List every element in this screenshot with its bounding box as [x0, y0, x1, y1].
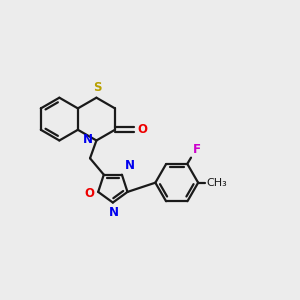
Text: N: N [108, 206, 118, 219]
Text: S: S [93, 81, 101, 94]
Text: O: O [85, 187, 94, 200]
Text: CH₃: CH₃ [206, 178, 227, 188]
Text: O: O [138, 123, 148, 136]
Text: F: F [193, 143, 200, 156]
Text: N: N [125, 159, 135, 172]
Text: N: N [83, 134, 93, 146]
